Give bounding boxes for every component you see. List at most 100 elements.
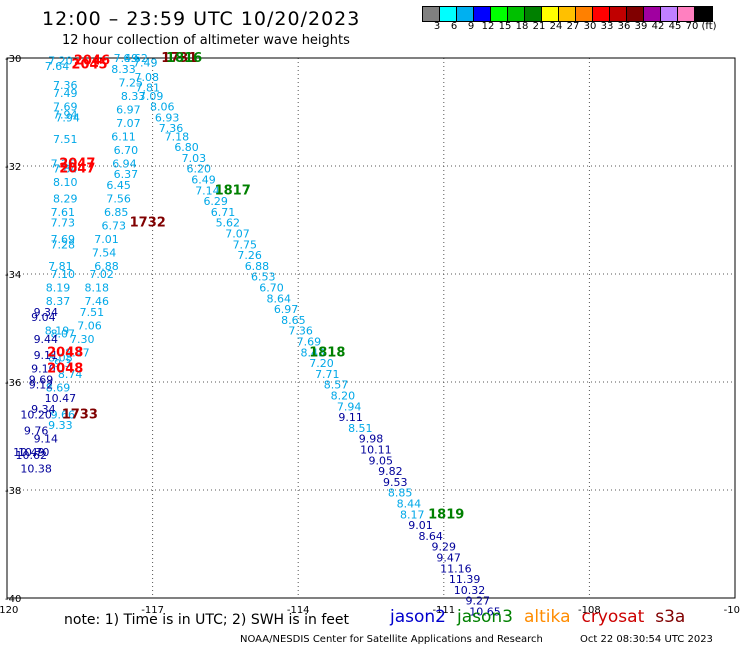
colorbar-swatch: [661, 7, 678, 21]
colorbar-label: 24: [549, 21, 563, 32]
wave-height-label: 11.16: [440, 562, 472, 575]
wave-height-label: 8.57: [324, 379, 349, 392]
wave-height-label: 7.09: [139, 90, 164, 103]
pass-time-label: 1818: [309, 345, 345, 360]
wave-height-label: 6.88: [94, 260, 119, 273]
wave-height-label: 9.10: [31, 363, 56, 376]
wave-height-label: 8.07: [51, 327, 76, 340]
x-tick-label: -114: [287, 605, 310, 616]
wave-height-label: 7.61: [51, 206, 76, 219]
legend-item-jason2: jason2: [390, 607, 446, 627]
colorbar-label: 45: [668, 21, 682, 32]
wave-height-label: 7.07: [116, 117, 141, 130]
x-tick-label: -117: [141, 605, 164, 616]
wave-height-label: 7.18: [165, 130, 190, 143]
colorbar-swatch: [508, 7, 525, 21]
pass-time-label: 1816: [166, 51, 202, 66]
colorbar-swatch: [457, 7, 474, 21]
wave-height-label: 7.69: [51, 233, 76, 246]
wave-height-label: 10.38: [20, 462, 52, 475]
legend: jason2 jason3 altika cryosat s3a: [390, 607, 696, 627]
credit-text: NOAA/NESDIS Center for Satellite Applica…: [240, 634, 543, 645]
pass-time-label: 1732: [130, 216, 166, 231]
wave-height-label: 7.94: [337, 400, 362, 413]
wave-height-label: 10.20: [20, 408, 52, 421]
colorbar-swatch: [525, 7, 542, 21]
colorbar-label: 9: [467, 21, 475, 32]
wave-height-label: 6.71: [211, 206, 236, 219]
wave-height-label: 6.45: [106, 179, 131, 192]
wave-height-label: 6.88: [245, 260, 270, 273]
pass-time-label: 2048: [47, 345, 83, 360]
colorbar-label: 21: [532, 21, 546, 32]
wave-height-label: 8.65: [281, 314, 306, 327]
colorbar-label: 18: [515, 21, 529, 32]
colorbar-swatch: [440, 7, 457, 21]
colorbar-label: 70: [685, 21, 699, 32]
y-tick-label: -32: [5, 162, 21, 173]
wave-height-label: 9.47: [436, 552, 461, 565]
colorbar-label: 42: [651, 21, 665, 32]
colorbar-swatch: [695, 7, 712, 21]
wave-height-label: 10.65: [469, 606, 501, 619]
wave-height-label: 10.62: [16, 449, 48, 462]
wave-height-label: 10.49: [13, 446, 45, 459]
wave-height-label: 7.94: [55, 111, 80, 124]
colorbar-swatch: [576, 7, 593, 21]
wave-height-label: 7.20: [48, 55, 73, 68]
wave-height-label: 9.98: [359, 433, 384, 446]
wave-height-label: 7.94: [53, 109, 78, 122]
wave-height-label: 8.29: [53, 192, 78, 205]
colorbar-swatch: [474, 7, 491, 21]
pass-time-label: 1733: [62, 407, 98, 422]
colorbar-swatch: [423, 7, 440, 21]
wave-height-label: 8.64: [267, 292, 292, 305]
axis-ticks: -120 -117 -114 -111 -108 -105 -30 -32 -34 -36 -38 -…: [0, 54, 740, 616]
wave-height-label: 6.73: [102, 219, 127, 232]
colorbar-swatch: [627, 7, 644, 21]
wave-height-label: 7.64: [45, 60, 70, 73]
pass-time-label: 2046: [74, 54, 110, 69]
wave-height-label: 8.74: [58, 368, 83, 381]
wave-height-label: 7.49: [133, 56, 158, 69]
wave-height-label: 7.01: [94, 233, 119, 246]
colorbar-swatch: [491, 7, 508, 21]
y-tick-label: -30: [5, 54, 21, 65]
chart-subtitle: 12 hour collection of altimeter wave hei…: [62, 33, 350, 48]
x-tick-label: -108: [578, 605, 601, 616]
colorbar-label: 27: [566, 21, 580, 32]
wave-height-label: 7.10: [51, 268, 76, 281]
wave-height-label: 8.33: [111, 63, 136, 76]
wave-height-label: 7.46: [85, 295, 110, 308]
wave-height-label: 8.17: [400, 508, 425, 521]
wave-height-label: 7.36: [53, 79, 78, 92]
wave-height-label: 7.75: [233, 238, 258, 251]
footnote: note: 1) Time is in UTC; 2) SWH is in fe…: [64, 612, 350, 628]
wave-height-label: 8.19: [45, 325, 70, 338]
wave-height-label: 6.49: [191, 174, 216, 187]
wave-height-label: 10.11: [360, 444, 392, 457]
colorbar-swatch: [610, 7, 627, 21]
wave-height-label: 7.36: [288, 325, 313, 338]
pass-time-label: 1819: [428, 507, 464, 522]
wave-height-label: 6.97: [274, 303, 299, 316]
wave-height-label: 9.53: [383, 476, 408, 489]
colorbar-label: 12: [481, 21, 495, 32]
wave-height-label: 9.44: [34, 333, 59, 346]
wave-height-label: 6.70: [114, 144, 139, 157]
wave-height-label: 6.53: [251, 271, 276, 284]
colorbar-swatch: [593, 7, 610, 21]
wave-height-label: 9.05: [368, 454, 393, 467]
wave-height-label: 9.01: [408, 519, 433, 532]
colorbar-label: 6: [450, 21, 458, 32]
x-tick-label: -120: [0, 605, 18, 616]
colorbar-swatch: [559, 7, 576, 21]
wave-height-label: 6.20: [186, 163, 211, 176]
colorbar-label: 39: [634, 21, 648, 32]
grid-lines: [7, 58, 735, 598]
plot-frame: [6, 57, 736, 599]
wave-height-label: 6.29: [203, 195, 228, 208]
wave-height-label: 8.85: [388, 487, 413, 500]
colorbar-swatch: [542, 7, 559, 21]
chart-title: 12:00 – 23:59 UTC 10/20/2023: [42, 8, 361, 30]
